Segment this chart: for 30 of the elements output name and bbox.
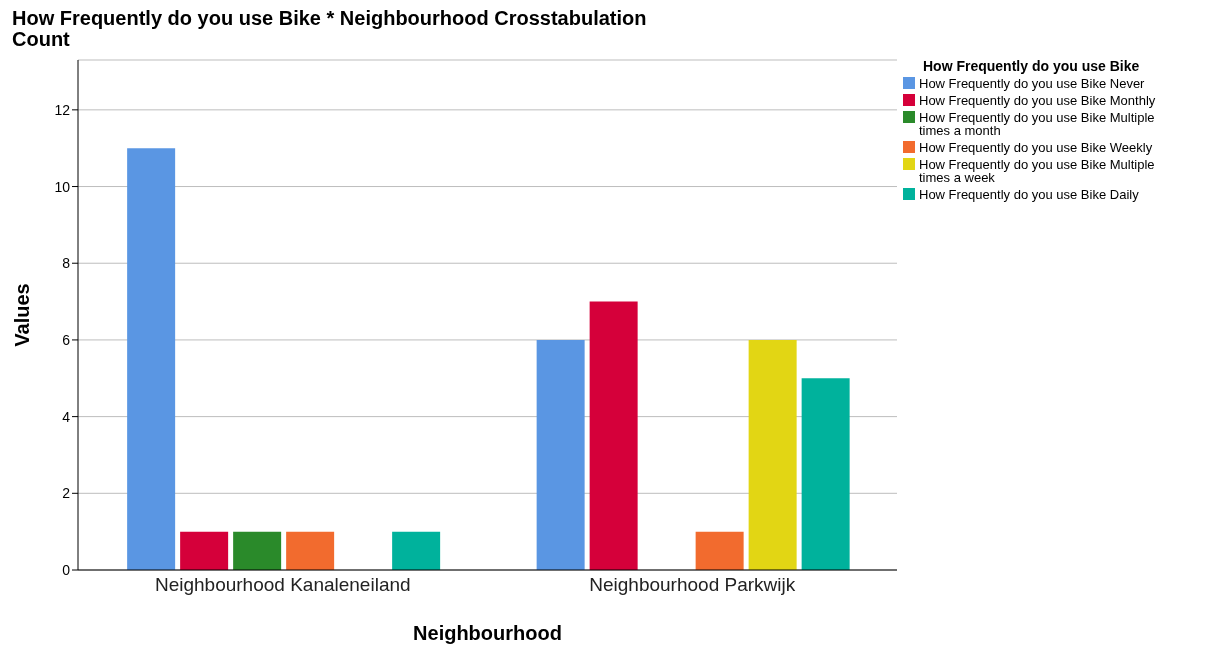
chart-title: How Frequently do you use Bike * Neighbourhood Crosstabulation [12, 7, 648, 29]
legend-label: How Frequently do you use Bike Weekly [919, 140, 1153, 155]
bar [748, 339, 797, 570]
x-tick-label: Neighbourhood Parkwijk [589, 574, 796, 596]
legend-label: How Frequently do you use Bike Multiple times a week [919, 157, 1156, 185]
bar [127, 148, 176, 570]
y-tick-label: 6 [62, 331, 71, 348]
bar [233, 531, 282, 570]
y-tick-label: 0 [62, 561, 71, 578]
y-axis-title: Values [11, 283, 34, 347]
chart-subtitle: Count [12, 28, 70, 50]
bar [392, 531, 441, 570]
y-tick-label: 2 [62, 485, 71, 502]
bar [801, 378, 850, 570]
y-tick-label: 12 [54, 101, 71, 118]
legend-label: How Frequently do you use Bike Never [919, 76, 1145, 91]
bar [536, 339, 585, 570]
y-tick-label: 10 [54, 178, 71, 195]
legend-label: How Frequently do you use Bike Multiple times a month [919, 110, 1156, 138]
bar [589, 301, 638, 570]
legend-label: How Frequently do you use Bike Monthly [919, 93, 1156, 108]
y-tick-label: 4 [62, 408, 71, 425]
bar [695, 531, 744, 570]
legend-label: How Frequently do you use Bike Daily [919, 187, 1139, 202]
bar [286, 531, 335, 570]
legend-title: How Frequently do you use Bike [922, 58, 1141, 74]
x-axis-title: Neighbourhood [413, 622, 562, 644]
bar [180, 531, 229, 570]
x-tick-label: Neighbourhood Kanaleneiland [154, 574, 411, 596]
y-tick-label: 8 [62, 255, 71, 272]
